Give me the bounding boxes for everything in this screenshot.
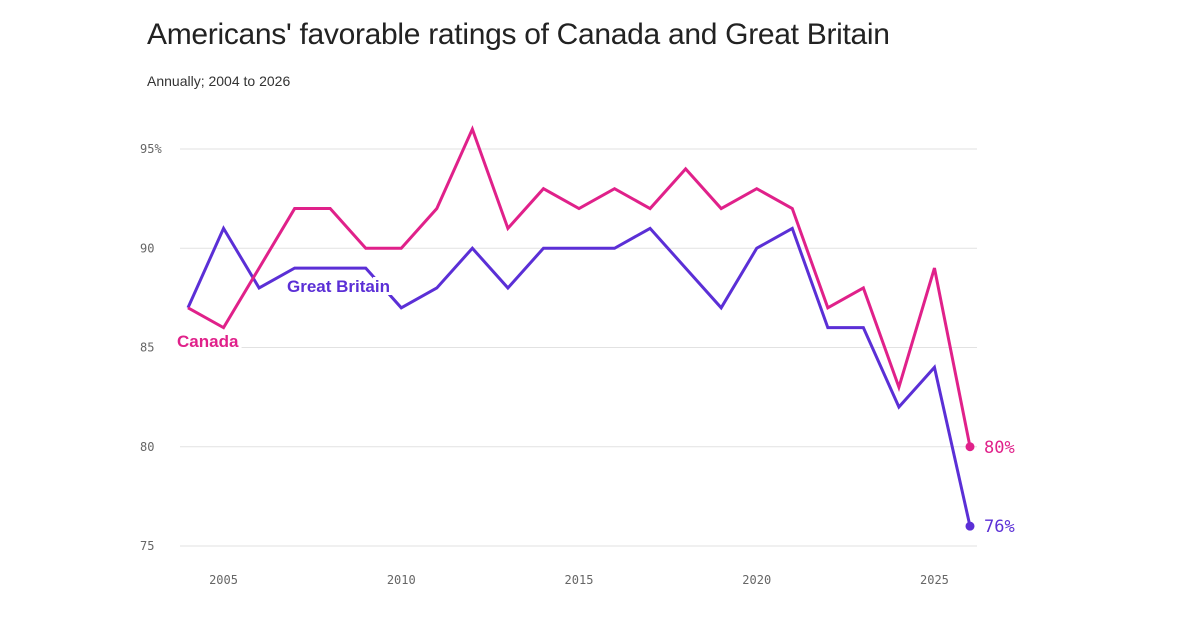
end-value-label: 80% [984, 438, 1015, 458]
chart-title: Americans' favorable ratings of Canada a… [147, 18, 890, 51]
series-label-canada: Canada [177, 332, 239, 351]
series-line-great-britain [186, 225, 972, 527]
y-tick-label: 90 [140, 241, 154, 255]
end-point-marker [965, 442, 975, 452]
x-tick-label: 2025 [920, 573, 949, 587]
x-tick-label: 2005 [209, 573, 238, 587]
y-tick-label: 85 [140, 341, 154, 355]
y-tick-label: 80 [140, 440, 154, 454]
chart-subtitle: Annually; 2004 to 2026 [147, 73, 291, 89]
y-tick-label: 75 [140, 539, 154, 553]
x-tick-label: 2010 [387, 573, 416, 587]
end-value-label: 76% [984, 517, 1015, 537]
series-line-canada [187, 125, 972, 448]
end-point-marker [965, 521, 975, 531]
x-tick-label: 2020 [742, 573, 771, 587]
y-tick-label: 95% [140, 142, 162, 156]
series-label-great-britain: Great Britain [287, 277, 390, 296]
x-tick-label: 2015 [565, 573, 594, 587]
